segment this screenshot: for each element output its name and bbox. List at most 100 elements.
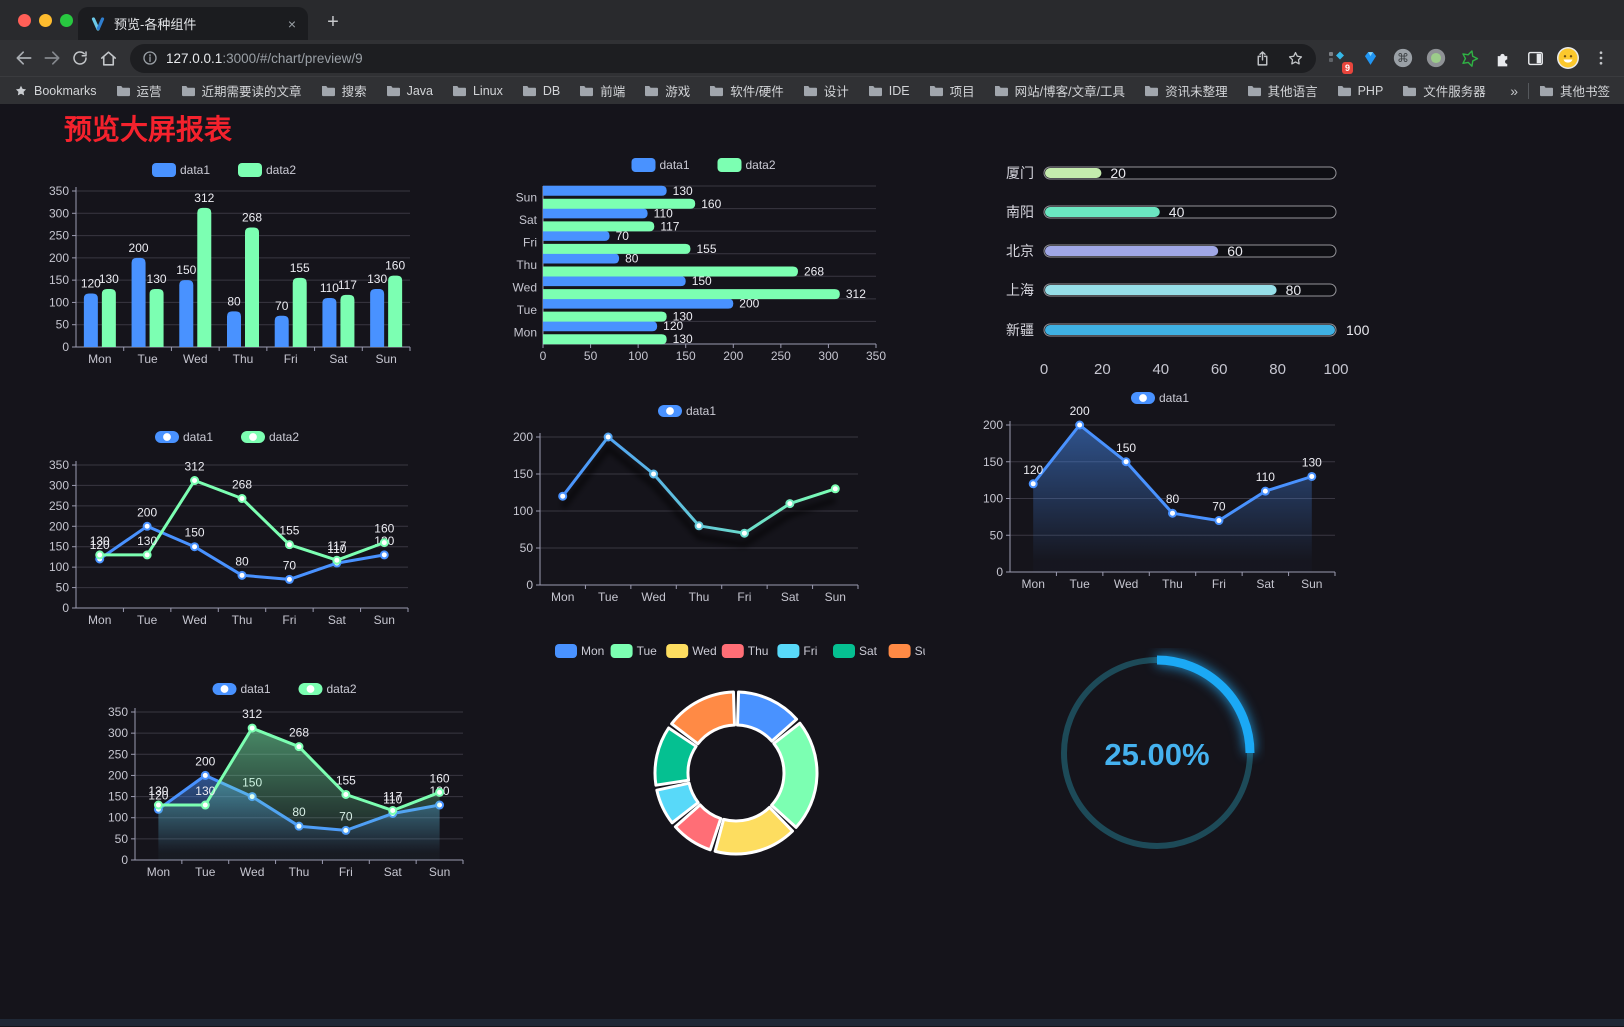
reload-button[interactable] [66, 44, 94, 72]
svg-text:130: 130 [673, 332, 693, 346]
svg-text:120: 120 [663, 319, 683, 333]
gem-extension-icon[interactable] [1357, 45, 1383, 71]
bookmark-item[interactable]: 网站/博客/文章/工具 [994, 81, 1125, 100]
svg-text:350: 350 [49, 184, 69, 198]
command-extension-icon[interactable]: ⌘ [1390, 45, 1416, 71]
browser-tab[interactable]: 预览-各种组件 × [78, 7, 308, 40]
svg-text:Thu: Thu [748, 644, 769, 658]
bookmark-item[interactable]: Java [386, 84, 433, 98]
svg-text:50: 50 [115, 832, 129, 846]
svg-text:Sat: Sat [859, 644, 878, 658]
green-star-extension-icon[interactable] [1456, 45, 1482, 71]
bookmark-item[interactable]: 文件服务器 [1402, 81, 1486, 100]
svg-text:250: 250 [49, 229, 69, 243]
svg-text:北京: 北京 [1006, 243, 1034, 259]
grouped-bar-chart[interactable]: data1 data2 0 50 100 150 200 250 300 350 Mon Tue Wed… [30, 145, 422, 375]
home-button[interactable] [94, 44, 122, 72]
bookmarks-manager-item[interactable]: Bookmarks [14, 84, 97, 98]
bookmark-label: Linux [472, 83, 503, 98]
svg-text:南阳: 南阳 [1006, 204, 1034, 220]
bookmark-item[interactable]: Linux [452, 84, 503, 98]
svg-text:Sat: Sat [328, 613, 347, 627]
svg-text:Tue: Tue [637, 644, 658, 658]
gauge-chart[interactable]: 25.00% [1053, 648, 1265, 860]
svg-text:200: 200 [137, 505, 157, 519]
svg-text:70: 70 [275, 299, 289, 313]
profile-avatar[interactable] [1555, 45, 1581, 71]
svg-text:110: 110 [320, 281, 339, 295]
svg-text:268: 268 [804, 265, 824, 279]
address-bar[interactable]: 127.0.0.1 :3000/#/chart/preview/9 [130, 43, 1316, 73]
svg-text:Wed: Wed [182, 613, 206, 627]
bookmark-item[interactable]: 搜索 [321, 81, 367, 100]
bookmark-item[interactable]: 软件/硬件 [709, 81, 784, 100]
bookmark-star-icon[interactable] [1287, 50, 1304, 67]
bookmark-item[interactable]: 前端 [579, 81, 625, 100]
extensions-puzzle-icon[interactable] [1489, 45, 1515, 71]
area-line-chart[interactable]: data1 0 50 100 150 200 Mon Tue Wed Thu Fri Sat Sun 12… [975, 388, 1349, 600]
bookmark-item[interactable]: DB [522, 84, 560, 98]
bookmarks-overflow-chevron[interactable]: » [1510, 82, 1518, 99]
svg-text:80: 80 [625, 252, 639, 266]
svg-text:data2: data2 [746, 158, 776, 172]
svg-text:120: 120 [1023, 463, 1043, 477]
svg-text:Fri: Fri [803, 644, 817, 658]
share-icon[interactable] [1254, 50, 1271, 67]
gradient-line-chart[interactable]: data1 0 50 100 150 200 Mon Tue Wed Thu Fri Sat Sun [506, 398, 872, 613]
back-button[interactable] [10, 44, 38, 72]
bookmark-item[interactable]: 游戏 [644, 81, 690, 100]
bookmark-label: 近期需要读的文章 [201, 85, 302, 99]
new-tab-button[interactable]: + [327, 10, 339, 33]
donut-chart[interactable]: Mon Tue Wed Thu Fri Sat Sun [553, 634, 925, 874]
bookmark-label: 资讯未整理 [1165, 85, 1228, 99]
horizontal-bar-chart[interactable]: data1 data2 Mon Tue Wed Thu Fri Sat Sun 0 50 100 150… [503, 150, 908, 376]
other-bookmarks-item[interactable]: 其他书签 [1539, 81, 1610, 100]
bookmark-label: 其他语言 [1267, 85, 1318, 99]
forward-button[interactable] [38, 44, 66, 72]
recorder-extension-icon[interactable] [1423, 45, 1449, 71]
zoom-window-button[interactable] [60, 14, 73, 27]
svg-text:40: 40 [1169, 204, 1185, 220]
bookmark-item[interactable]: 其他语言 [1247, 81, 1318, 100]
bookmark-label: 运营 [136, 85, 162, 99]
bookmark-label: 软件/硬件 [730, 85, 784, 99]
bookmark-item[interactable]: 运营 [116, 81, 162, 100]
svg-text:50: 50 [56, 318, 70, 332]
bookmark-item[interactable]: 项目 [929, 81, 975, 100]
svg-text:200: 200 [129, 241, 149, 255]
svg-text:data2: data2 [269, 430, 299, 444]
svg-text:data1: data1 [686, 404, 716, 418]
side-panel-icon[interactable] [1522, 45, 1548, 71]
svg-text:Sun: Sun [516, 190, 537, 204]
multi-line-chart[interactable]: data1 data2 0 50 100 150 200 250 300 350 Mon Tue Wed… [38, 422, 420, 638]
svg-text:117: 117 [383, 790, 402, 804]
bookmark-item[interactable]: IDE [868, 84, 910, 98]
svg-text:160: 160 [374, 522, 394, 536]
bookmark-item[interactable]: 资讯未整理 [1144, 81, 1228, 100]
close-window-button[interactable] [18, 14, 31, 27]
bookmark-item[interactable]: 设计 [803, 81, 849, 100]
svg-text:150: 150 [676, 349, 696, 363]
svg-text:Mon: Mon [88, 613, 111, 627]
vue-devtools-extension-icon[interactable]: 9 [1324, 45, 1353, 74]
minimize-window-button[interactable] [39, 14, 52, 27]
svg-text:Sun: Sun [915, 644, 925, 658]
browser-menu-icon[interactable] [1588, 45, 1614, 71]
bookmark-item[interactable]: PHP [1337, 84, 1383, 98]
svg-text:312: 312 [242, 707, 262, 721]
svg-text:Sun: Sun [375, 352, 396, 366]
bottom-strip [0, 1019, 1624, 1026]
svg-text:300: 300 [818, 349, 838, 363]
svg-text:130: 130 [195, 784, 215, 798]
progress-bar-chart[interactable]: 厦门 20 南阳 40 北京 60 上海 80 新疆 100 0 20 40 60 80 100 [998, 150, 1370, 390]
bookmark-label: 游戏 [665, 85, 691, 99]
svg-text:Tue: Tue [195, 865, 216, 879]
site-info-icon[interactable] [142, 50, 158, 66]
tab-close-button[interactable]: × [287, 15, 296, 32]
multi-area-line-chart[interactable]: data1 data2 0 50 100 150 200 250 300 350 Mon Tue Wed… [98, 670, 475, 890]
svg-text:Sat: Sat [1256, 577, 1275, 591]
svg-text:上海: 上海 [1006, 282, 1034, 298]
bookmark-item[interactable]: 近期需要读的文章 [181, 81, 302, 100]
svg-text:250: 250 [108, 747, 128, 761]
